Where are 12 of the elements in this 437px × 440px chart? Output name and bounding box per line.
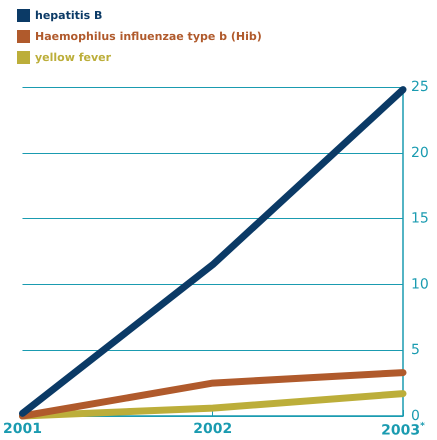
y-tick-label: 0 bbox=[411, 408, 420, 424]
y-tick-label: 10 bbox=[411, 276, 429, 292]
y-tick-label: 20 bbox=[411, 144, 429, 161]
x-tick-label: 2001 bbox=[3, 421, 42, 437]
legend-label: Haemophilus influenzae type b (Hib) bbox=[35, 30, 262, 43]
legend-label: hepatitis B bbox=[35, 9, 102, 22]
legend-label: yellow fever bbox=[35, 51, 112, 64]
y-tick-label: 25 bbox=[411, 79, 429, 95]
y-tick-label: 5 bbox=[411, 342, 420, 358]
y-tick-label: 15 bbox=[411, 210, 429, 227]
x-tick-label: 2003* bbox=[381, 422, 426, 438]
x-tick-label: 2002 bbox=[193, 421, 232, 437]
